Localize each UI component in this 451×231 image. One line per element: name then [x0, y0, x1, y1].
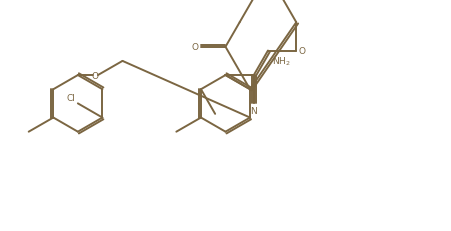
- Text: O: O: [191, 43, 198, 52]
- Text: N: N: [250, 107, 257, 116]
- Text: O: O: [298, 47, 305, 56]
- Text: Cl: Cl: [67, 94, 76, 103]
- Text: O: O: [91, 71, 98, 80]
- Text: NH$_2$: NH$_2$: [272, 55, 290, 68]
